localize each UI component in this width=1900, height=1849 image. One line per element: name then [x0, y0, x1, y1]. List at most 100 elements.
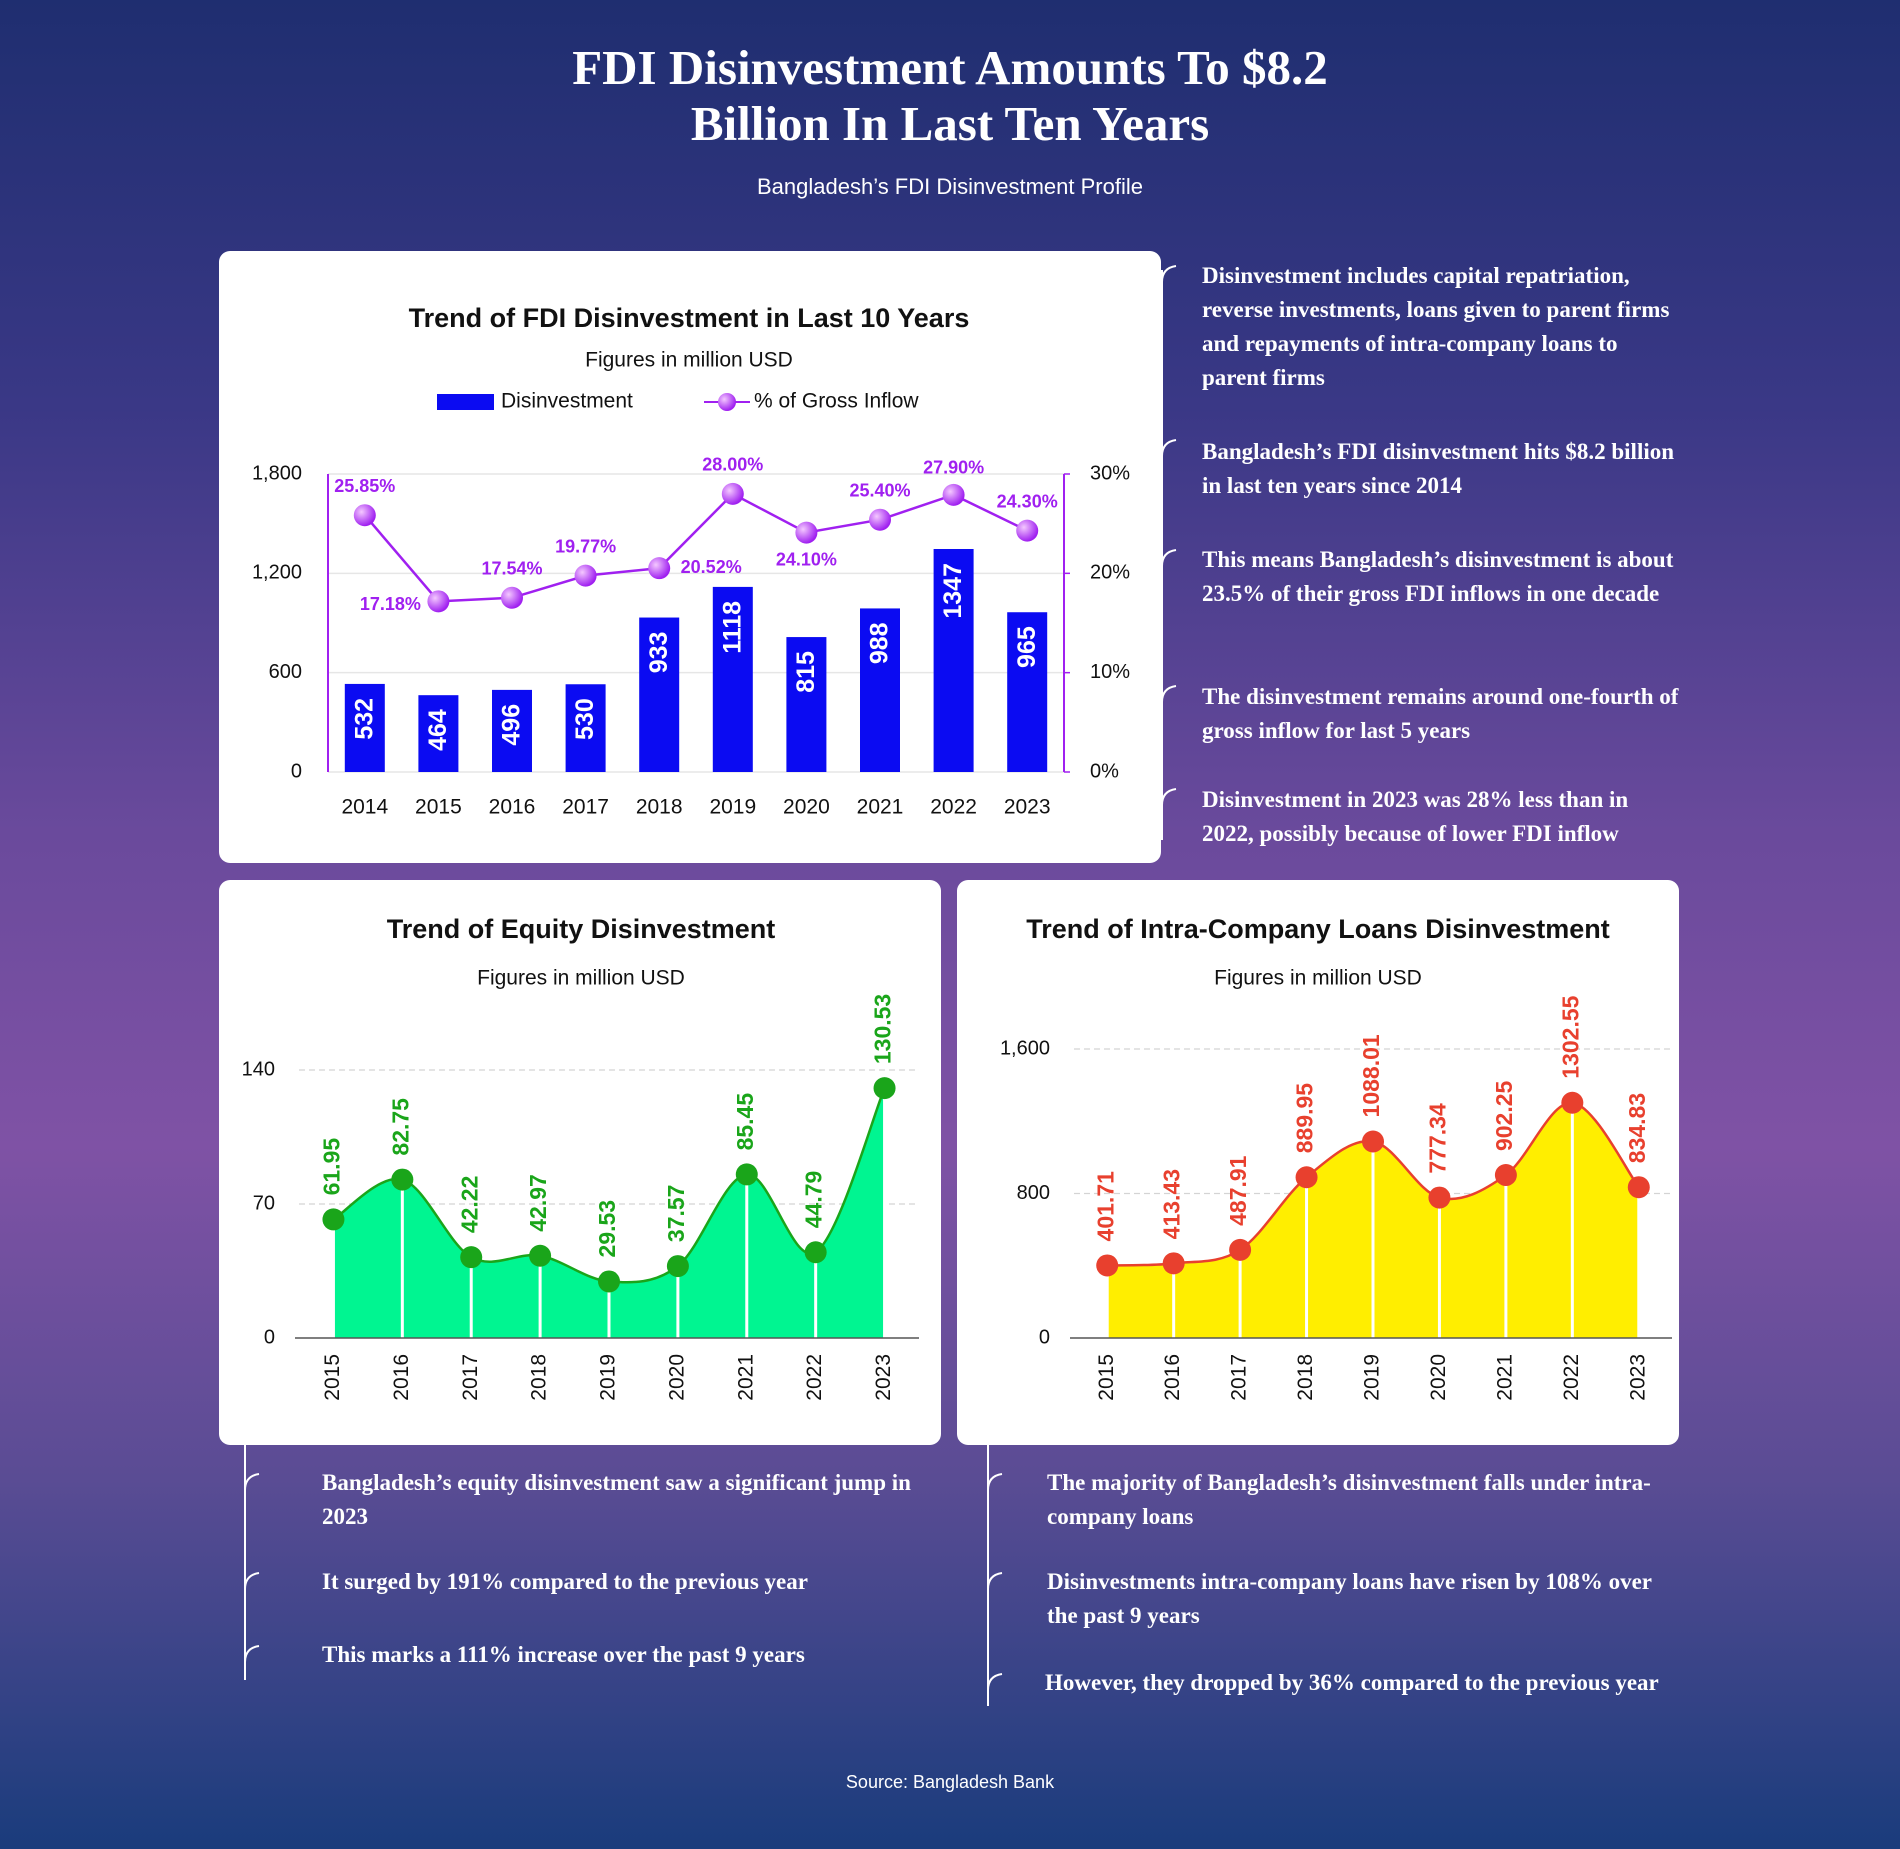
x-tick-label: 2015: [1095, 1354, 1118, 1401]
bar-value-label: 464: [424, 709, 452, 751]
point-marker: [460, 1246, 483, 1269]
y-tick-label: 1,200: [252, 562, 302, 584]
note: Disinvestments intra-company loans have …: [1047, 1569, 1652, 1628]
x-tick-label: 2023: [872, 1354, 895, 1401]
note: Bangladesh’s equity disinvestment saw a …: [322, 1470, 911, 1529]
line-value-label: 24.10%: [776, 549, 837, 569]
chart-title: Trend of Equity Disinvestment: [387, 914, 776, 944]
point-marker: [804, 1241, 827, 1264]
x-tick-label: 2016: [1161, 1354, 1184, 1401]
x-tick-label: 2019: [1361, 1354, 1384, 1401]
point-value-label: 37.57: [663, 1185, 689, 1243]
line-marker: [869, 508, 891, 531]
line-marker: [942, 483, 965, 506]
note: This means Bangladesh’s disinvestment is…: [1202, 547, 1674, 606]
chart-subtitle: Figures in million USD: [477, 967, 685, 990]
bar-value-label: 1118: [718, 601, 746, 654]
card: Trend of Intra-Company Loans Disinvestme…: [957, 880, 1679, 1445]
bracket-lines: [244, 265, 1177, 1706]
point-value-label: 130.53: [870, 994, 896, 1064]
title-wrap: FDI Disinvestment Amounts To $8.2 Billio…: [0, 40, 1900, 152]
bracket-hooks: [987, 1473, 1003, 1691]
note: Disinvestment includes capital repatriat…: [1202, 263, 1670, 390]
legend-marker: [718, 393, 736, 411]
point-marker: [1162, 1252, 1185, 1275]
point-marker: [873, 1077, 896, 1100]
bar: [418, 695, 459, 772]
line-value-label: 19.77%: [555, 536, 616, 556]
y-tick-label: 0: [291, 760, 302, 782]
x-tick-label: 2017: [459, 1354, 482, 1401]
point-value-label: 834.83: [1624, 1093, 1650, 1163]
point-marker: [1428, 1186, 1451, 1209]
point-value-label: 889.95: [1292, 1083, 1318, 1154]
line: [363, 492, 1028, 603]
line-marker: [721, 482, 744, 505]
x-tick-label: 2015: [415, 796, 462, 819]
line-value-label: 25.85%: [334, 476, 395, 496]
point-marker: [1295, 1166, 1318, 1189]
bar-value-label: 988: [866, 622, 894, 664]
line-value-label: 28.00%: [702, 455, 763, 475]
line-marker: [427, 590, 450, 613]
point-value-label: 42.22: [456, 1176, 482, 1234]
y-tick-label: 800: [1017, 1182, 1050, 1204]
y2-tick-label: 10%: [1090, 661, 1130, 683]
point-value-label: 42.97: [525, 1174, 551, 1232]
chart-title: Trend of FDI Disinvestment in Last 10 Ye…: [409, 303, 970, 333]
point-value-label: 61.95: [319, 1138, 345, 1196]
legend-label: Disinvestment: [501, 390, 633, 413]
line-marker: [353, 504, 376, 527]
card: Trend of Equity Disinvestment Figures in …: [219, 880, 941, 1445]
bar-value-label: 532: [350, 698, 378, 740]
chart-subtitle: Figures in million USD: [585, 349, 793, 372]
point-value-label: 82.75: [387, 1098, 413, 1156]
x-tick-label: 2023: [1626, 1354, 1649, 1401]
bar: [786, 637, 827, 772]
x-tick-label: 2022: [803, 1354, 826, 1401]
x-tick-label: 2017: [1228, 1354, 1251, 1401]
x-tick-label: 2019: [597, 1354, 620, 1401]
bar: [492, 689, 532, 772]
x-tick-label: 2018: [1294, 1354, 1317, 1401]
point-value-label: 1088.01: [1358, 1034, 1384, 1117]
chart: Trend of FDI Disinvestment in Last 10 Ye…: [252, 303, 1130, 819]
chart-subtitle: Figures in million USD: [1214, 967, 1422, 990]
line-marker: [574, 564, 597, 587]
point-marker: [598, 1270, 620, 1293]
point-marker: [322, 1208, 345, 1231]
bar-value-label: 933: [645, 632, 673, 674]
line-value-label: 27.90%: [923, 458, 984, 478]
x-tick-label: 2018: [528, 1354, 551, 1401]
x-tick-label: 2018: [636, 796, 683, 819]
note: It surged by 191% compared to the previo…: [322, 1569, 808, 1594]
bar-value-label: 530: [571, 698, 599, 740]
card: Trend of FDI Disinvestment in Last 10 Ye…: [219, 251, 1161, 863]
note: Bangladesh’s FDI disinvestment hits $8.2…: [1202, 439, 1675, 498]
note: This marks a 111% increase over the past…: [322, 1642, 805, 1667]
line-marker: [795, 521, 818, 544]
line-value-label: 17.18%: [360, 594, 421, 614]
y2-tick-label: 20%: [1090, 562, 1130, 584]
y2-tick-label: 0%: [1090, 760, 1119, 782]
point-marker: [1096, 1254, 1119, 1277]
point-marker: [735, 1163, 758, 1186]
line-marker: [1016, 519, 1039, 542]
y-tick-label: 0: [264, 1326, 275, 1348]
point-value-label: 487.91: [1225, 1155, 1251, 1226]
point-value-label: 1302.55: [1557, 995, 1583, 1078]
bar-value-label: 965: [1013, 626, 1041, 668]
point-marker: [1229, 1238, 1252, 1261]
point-marker: [1627, 1176, 1650, 1199]
point-marker: [1561, 1091, 1584, 1114]
y-tick-label: 0: [1039, 1326, 1050, 1348]
legend-label: % of Gross Inflow: [754, 390, 919, 413]
page-subtitle: Bangladesh’s FDI Disinvestment Profile: [757, 174, 1143, 199]
chart-title: Trend of Intra-Company Loans Disinvestme…: [1026, 914, 1610, 944]
note: The disinvestment remains around one-fou…: [1202, 684, 1679, 743]
x-tick-label: 2016: [489, 796, 536, 819]
bar: [565, 684, 606, 772]
bar-value-label: 1347: [939, 563, 967, 619]
